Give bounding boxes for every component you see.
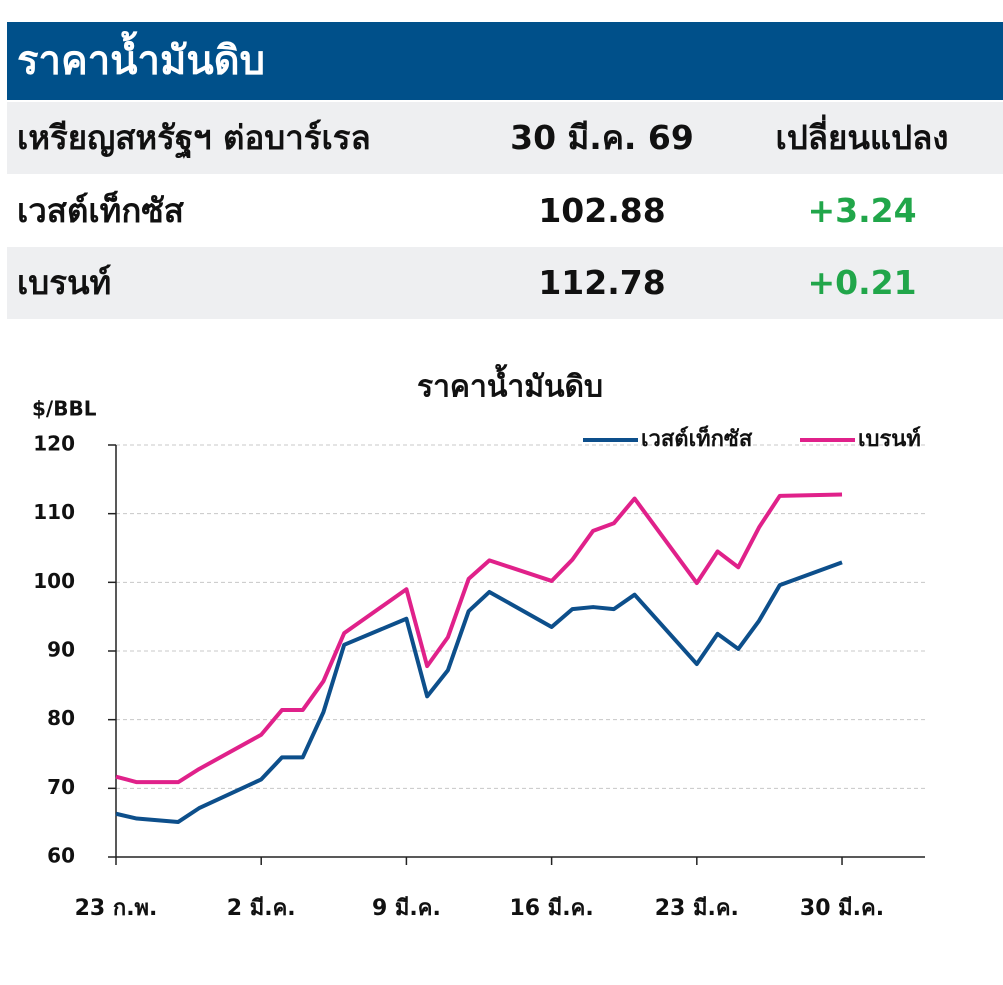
header-title: ราคาน้ำมันดิบ: [7, 22, 1003, 100]
x-tick-label: 23 มี.ค.: [655, 896, 739, 921]
cell: เวสต์เท็กซัส: [17, 191, 184, 230]
cell: 102.88: [538, 191, 666, 230]
cell: +3.24: [807, 191, 917, 230]
column-header: เปลี่ยนแปลง: [775, 118, 949, 157]
x-tick-label: 2 มี.ค.: [227, 896, 296, 921]
x-tick-label: 9 มี.ค.: [372, 896, 441, 921]
y-tick-label: 80: [47, 706, 75, 730]
column-header: เหรียญสหรัฐฯ ต่อบาร์เรล: [17, 118, 371, 157]
column-header: 30 มี.ค. 69: [510, 118, 694, 157]
series-line: [115, 492, 843, 785]
legend-label: เบรนท์: [858, 426, 921, 452]
chart-title: ราคาน้ำมันดิบ: [417, 364, 603, 405]
y-tick-label: 60: [47, 844, 75, 868]
chart: ราคาน้ำมันดิบ $/BBL 60 70 80 90 100 110 120 23 …: [32, 364, 925, 921]
cell: +0.21: [807, 263, 917, 302]
table-row: เบรนท์ 112.78 +0.21: [7, 247, 1003, 319]
x-tick-label: 23 ก.พ.: [75, 896, 158, 921]
table-header: เหรียญสหรัฐฯ ต่อบาร์เรล 30 มี.ค. 69 เปลี…: [7, 102, 1003, 174]
x-tick-label: 16 มี.ค.: [510, 896, 594, 921]
y-tick-label: 110: [33, 500, 75, 524]
cell: เบรนท์: [17, 263, 112, 302]
cell: 112.78: [538, 263, 666, 302]
y-axis-label: $/BBL: [32, 397, 97, 421]
legend-label: เวสต์เท็กซัส: [641, 424, 753, 452]
y-tick-label: 100: [33, 569, 75, 593]
y-tick-label: 90: [47, 638, 75, 662]
x-tick-label: 30 มี.ค.: [800, 896, 884, 921]
y-tick-label: 120: [33, 432, 75, 456]
y-tick-label: 70: [47, 775, 75, 799]
series-line: [115, 560, 843, 824]
table-row: เวสต์เท็กซัส 102.88 +3.24: [7, 175, 1003, 247]
